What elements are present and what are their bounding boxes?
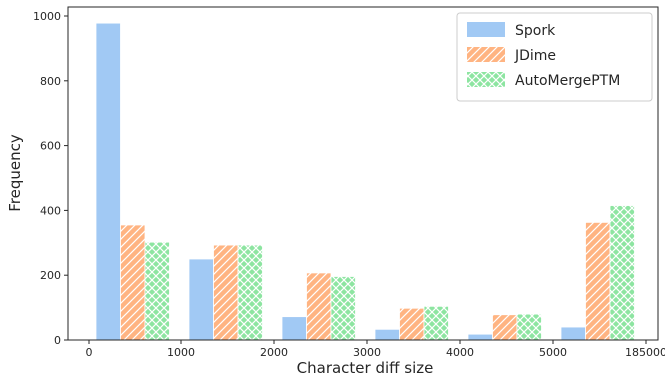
bar-hatch-jdime-4 [492, 314, 517, 340]
y-axis-ticks: 0 200 400 600 800 1000 [33, 10, 68, 347]
bar-spork-0 [96, 23, 121, 341]
legend-swatch-hatch-jdime [467, 47, 505, 62]
y-tick-label-0: 0 [54, 334, 61, 347]
bar-hatch-jdime-0 [120, 224, 145, 340]
x-tick-label-5000: 5000 [539, 346, 567, 359]
legend-swatch-spork [467, 22, 505, 37]
legend-swatch-hatch-automergeptm [467, 72, 505, 87]
legend-box [456, 12, 653, 102]
y-tick-label-400: 400 [40, 204, 61, 217]
bar-hatch-jdime-1 [213, 245, 238, 340]
bar-hatch-jdime-3 [399, 308, 424, 340]
bar-hatch-automergeptm-1 [238, 245, 263, 340]
bar-hatch-automergeptm-5 [610, 205, 635, 340]
x-tick-label-4000: 4000 [446, 346, 474, 359]
legend: Spork JDime AutoMergePTM [456, 12, 653, 102]
x-tick-label-185000: 185000 [625, 346, 665, 359]
bar-spork-5 [561, 327, 586, 340]
bar-hatch-automergeptm-3 [424, 306, 449, 340]
legend-label-automergeptm: AutoMergePTM [515, 73, 620, 89]
x-tick-label-1000: 1000 [167, 346, 195, 359]
x-axis-label: Character diff size [297, 359, 434, 377]
legend-label-jdime: JDime [514, 48, 556, 64]
x-axis-ticks: 0 1000 2000 3000 4000 5000 185000 [86, 340, 665, 359]
bar-hatch-automergeptm-0 [145, 242, 170, 340]
bar-hatch-automergeptm-2 [331, 276, 356, 340]
legend-label-spork: Spork [515, 23, 556, 39]
plot-frame [67, 6, 659, 341]
bars-group [95, 22, 635, 341]
bar-spork-4 [468, 334, 493, 340]
y-tick-label-200: 200 [40, 269, 61, 282]
y-axis-label: Frequency [6, 134, 24, 212]
x-tick-label-2000: 2000 [260, 346, 288, 359]
bar-hatch-jdime-5 [585, 222, 610, 340]
y-tick-label-1000: 1000 [33, 10, 61, 23]
bar-hatch-jdime-2 [306, 272, 331, 340]
bar-hatch-automergeptm-4 [517, 314, 542, 340]
y-tick-label-600: 600 [40, 140, 61, 153]
bar-spork-2 [282, 316, 307, 340]
x-tick-label-3000: 3000 [353, 346, 381, 359]
x-tick-label-0: 0 [86, 346, 93, 359]
y-tick-label-800: 800 [40, 75, 61, 88]
bar-spork-3 [375, 329, 400, 340]
bar-spork-1 [189, 259, 214, 340]
